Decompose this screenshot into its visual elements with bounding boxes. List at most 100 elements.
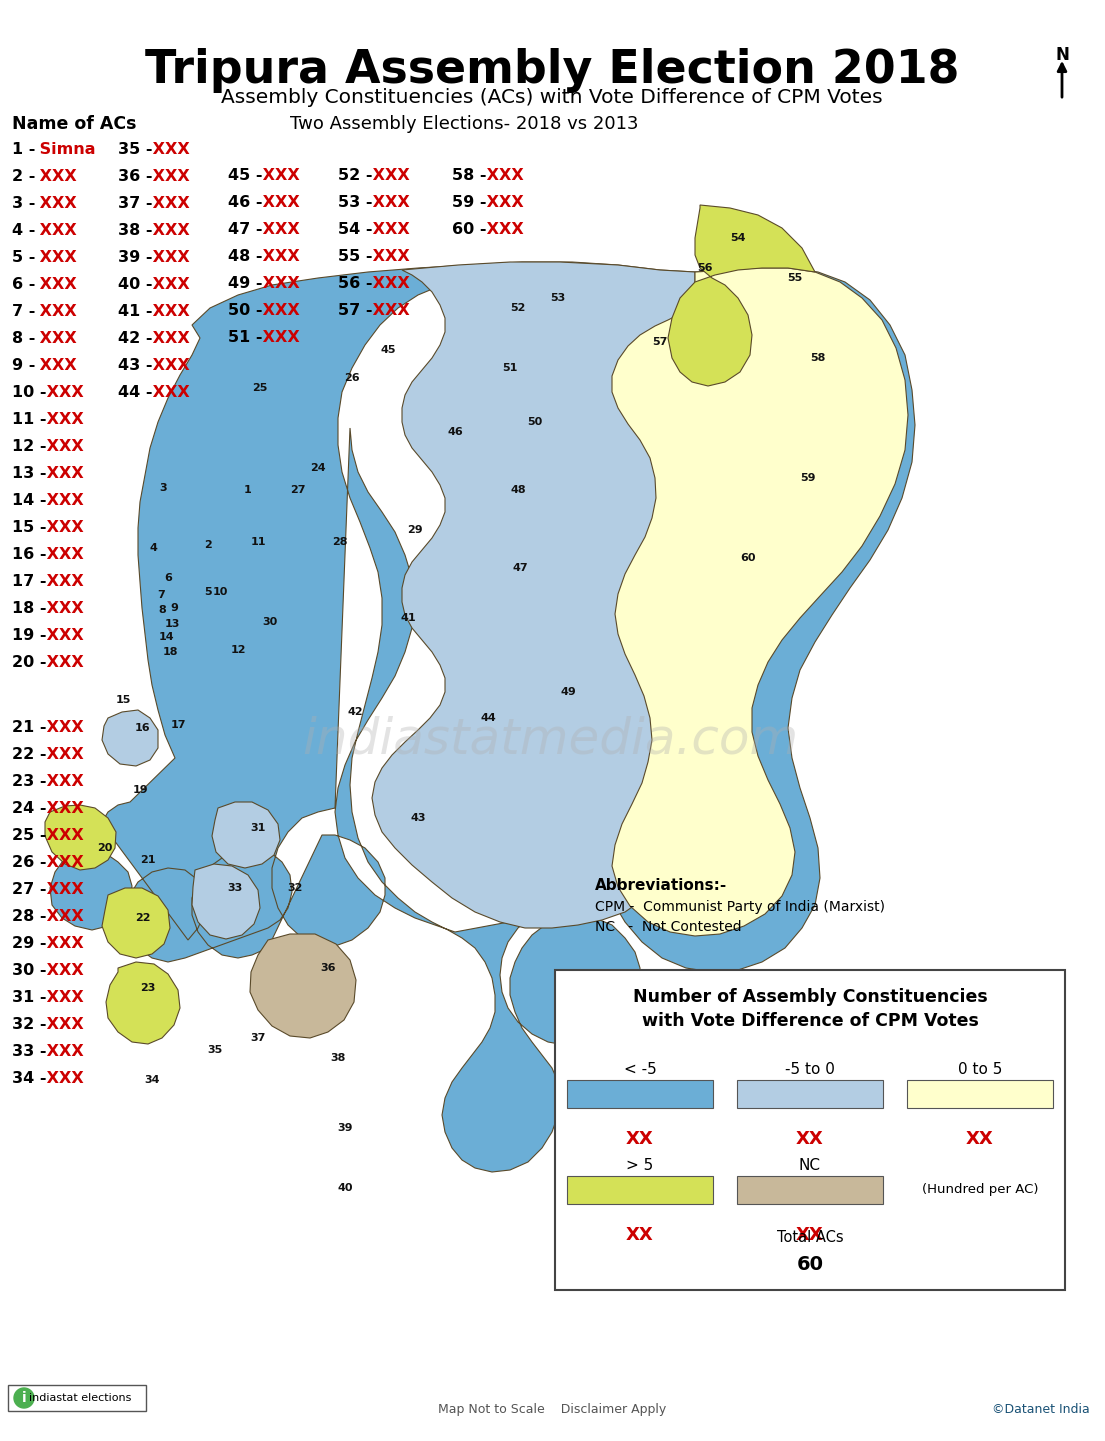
Text: 58: 58 [810,353,825,363]
Text: 15 -: 15 - [12,520,46,535]
Polygon shape [45,806,116,870]
Text: XXX: XXX [41,465,84,481]
Text: 23 -: 23 - [12,774,46,790]
Text: XXX: XXX [147,357,190,373]
Text: 48: 48 [511,486,526,496]
Text: 8: 8 [158,605,166,615]
Text: 60 -: 60 - [452,222,486,236]
Text: XXX: XXX [41,855,84,870]
Text: indiastat elections: indiastat elections [29,1393,131,1404]
Text: 1: 1 [244,486,252,496]
Text: XXX: XXX [257,303,299,318]
Text: 5 -: 5 - [12,249,35,265]
Text: 3 -: 3 - [12,196,35,210]
Text: XXX: XXX [367,222,410,236]
Text: 24: 24 [311,463,326,473]
Text: Simna: Simna [34,143,96,157]
Text: 48 -: 48 - [228,249,263,264]
Text: 40 -: 40 - [118,277,152,293]
Text: 40: 40 [337,1183,352,1193]
Text: XXX: XXX [41,937,84,951]
Text: 50: 50 [527,416,543,427]
Text: XXX: XXX [367,277,410,291]
Text: XXX: XXX [481,195,524,210]
Text: XXX: XXX [257,277,299,291]
Text: 16: 16 [134,723,150,733]
Bar [567,1176,713,1205]
Text: 8 -: 8 - [12,331,35,346]
Text: XXX: XXX [147,385,190,401]
Text: 18 -: 18 - [12,601,46,615]
Text: 7: 7 [157,589,165,599]
Text: 33 -: 33 - [12,1043,46,1059]
Text: 59: 59 [800,473,815,483]
Text: XXX: XXX [34,196,77,210]
Text: XXX: XXX [257,169,299,183]
Text: 17 -: 17 - [12,574,46,589]
Text: 41: 41 [400,612,415,623]
Bar [737,1176,883,1205]
Text: 12 -: 12 - [12,440,46,454]
Text: 34: 34 [145,1075,160,1085]
Text: 20 -: 20 - [12,656,46,670]
Text: XXX: XXX [41,548,84,562]
Text: 51 -: 51 - [228,330,263,344]
Text: 36 -: 36 - [118,169,152,184]
Text: 29: 29 [407,525,423,535]
Text: XXX: XXX [34,169,77,184]
Text: XXX: XXX [41,801,84,816]
Text: Map Not to Scale    Disclaimer Apply: Map Not to Scale Disclaimer Apply [438,1404,666,1417]
Text: XXX: XXX [41,1071,84,1087]
Text: XXX: XXX [34,304,77,318]
Text: XXX: XXX [147,169,190,184]
Text: 38: 38 [330,1053,346,1063]
Text: i: i [22,1391,27,1405]
Text: 37 -: 37 - [118,196,152,210]
Text: 25: 25 [252,383,267,393]
Text: XXX: XXX [34,277,77,293]
Text: Name of ACs: Name of ACs [12,115,137,133]
Text: XXX: XXX [41,990,84,1004]
Text: 36: 36 [320,963,336,973]
Text: 17: 17 [170,720,186,731]
Text: XXX: XXX [34,249,77,265]
Text: 28: 28 [333,537,348,548]
Text: 25 -: 25 - [12,829,46,843]
Text: Number of Assembly Constituencies
with Vote Difference of CPM Votes: Number of Assembly Constituencies with V… [633,989,988,1030]
Text: 6: 6 [164,574,172,584]
Text: XX: XX [796,1130,824,1148]
Text: XXX: XXX [147,196,190,210]
Text: XX: XX [627,1130,654,1148]
Text: 42 -: 42 - [118,331,152,346]
Text: 10 -: 10 - [12,385,46,401]
Bar [555,970,1065,1290]
Text: 47 -: 47 - [228,222,263,236]
Text: 13: 13 [165,620,180,630]
Text: Tripura Assembly Election 2018: Tripura Assembly Election 2018 [145,48,959,94]
Text: 16 -: 16 - [12,548,46,562]
Text: 9: 9 [170,602,178,612]
Text: Total ACs: Total ACs [777,1231,843,1245]
Polygon shape [212,803,280,867]
Text: (Hundred per AC): (Hundred per AC) [922,1183,1039,1196]
Text: 59 -: 59 - [452,195,486,210]
Polygon shape [669,205,815,386]
Text: 28 -: 28 - [12,909,46,924]
Text: XXX: XXX [41,601,84,615]
Text: 22 -: 22 - [12,746,46,762]
Text: 32: 32 [287,883,303,893]
Text: 29 -: 29 - [12,937,46,951]
Text: 21: 21 [140,855,156,865]
Text: XXX: XXX [41,963,84,978]
Text: 1 -: 1 - [12,143,35,157]
Text: 14: 14 [158,633,173,643]
Text: 24 -: 24 - [12,801,46,816]
Text: 52: 52 [511,303,526,313]
Text: 54 -: 54 - [338,222,372,236]
Text: XXX: XXX [147,143,190,157]
Text: < -5: < -5 [623,1062,656,1076]
Text: 54: 54 [730,233,746,244]
Text: Assembly Constituencies (ACs) with Vote Difference of CPM Votes: Assembly Constituencies (ACs) with Vote … [221,88,883,107]
Text: XXX: XXX [34,331,77,346]
Polygon shape [192,865,260,940]
